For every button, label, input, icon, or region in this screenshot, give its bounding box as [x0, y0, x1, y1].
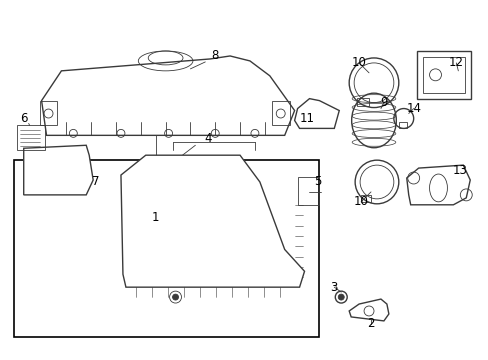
Text: 13: 13 [452, 163, 467, 176]
Bar [17, 125, 44, 150]
Text: 10: 10 [353, 195, 368, 208]
Text: 2: 2 [366, 318, 374, 330]
Circle shape [338, 294, 344, 300]
Bar [297, 177, 319, 205]
Text: 9: 9 [379, 96, 387, 109]
Polygon shape [348, 299, 388, 321]
Bar [14, 160, 319, 337]
Bar [398, 122, 406, 129]
Text: 4: 4 [204, 132, 212, 145]
Text: 1: 1 [152, 211, 159, 224]
Text: 11: 11 [300, 112, 314, 125]
Text: 8: 8 [211, 49, 219, 63]
Text: 6: 6 [20, 112, 27, 125]
Bar [40, 100, 57, 125]
Polygon shape [121, 155, 304, 287]
Polygon shape [294, 99, 339, 129]
Text: 7: 7 [92, 175, 100, 189]
Text: 3: 3 [330, 281, 337, 294]
Text: 12: 12 [448, 57, 463, 69]
Text: 14: 14 [406, 102, 420, 115]
Polygon shape [41, 56, 294, 135]
Circle shape [172, 294, 178, 300]
Bar [356, 98, 368, 105]
Bar [360, 195, 370, 202]
Text: 5: 5 [313, 175, 321, 189]
Polygon shape [24, 145, 93, 195]
Polygon shape [406, 165, 469, 205]
Bar [422, 57, 464, 93]
Bar [271, 100, 289, 125]
Text: 10: 10 [351, 57, 366, 69]
Bar [416, 51, 470, 99]
